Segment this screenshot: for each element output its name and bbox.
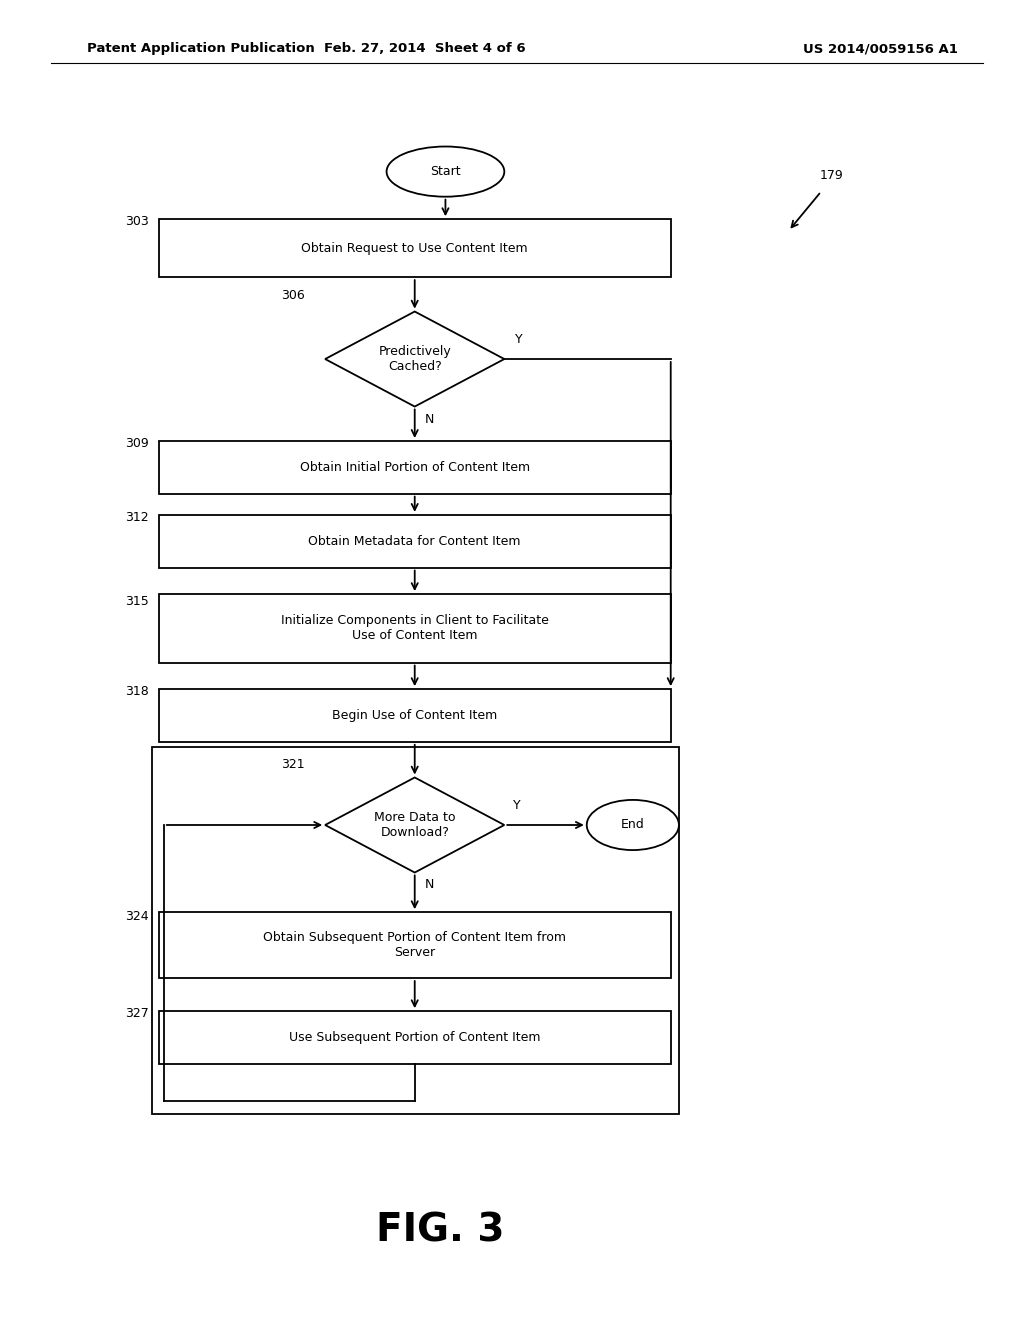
Bar <box>152 747 679 1114</box>
Text: Obtain Subsequent Portion of Content Item from
Server: Obtain Subsequent Portion of Content Ite… <box>263 931 566 960</box>
Bar <box>159 594 671 663</box>
Bar <box>159 441 671 494</box>
Text: 315: 315 <box>125 595 148 609</box>
Text: US 2014/0059156 A1: US 2014/0059156 A1 <box>803 42 958 55</box>
Text: More Data to
Download?: More Data to Download? <box>374 810 456 840</box>
Text: 179: 179 <box>819 169 843 182</box>
Polygon shape <box>326 312 505 407</box>
Text: Use Subsequent Portion of Content Item: Use Subsequent Portion of Content Item <box>289 1031 541 1044</box>
Text: End: End <box>621 818 645 832</box>
Text: Y: Y <box>513 799 520 812</box>
Bar <box>159 515 671 568</box>
Polygon shape <box>326 777 505 873</box>
Text: Obtain Request to Use Content Item: Obtain Request to Use Content Item <box>301 242 528 255</box>
Text: 306: 306 <box>281 289 305 302</box>
Text: Begin Use of Content Item: Begin Use of Content Item <box>332 709 498 722</box>
Text: Initialize Components in Client to Facilitate
Use of Content Item: Initialize Components in Client to Facil… <box>281 614 549 643</box>
Text: Feb. 27, 2014  Sheet 4 of 6: Feb. 27, 2014 Sheet 4 of 6 <box>325 42 525 55</box>
Text: FIG. 3: FIG. 3 <box>376 1212 505 1249</box>
Text: 327: 327 <box>125 1007 148 1020</box>
Text: Start: Start <box>430 165 461 178</box>
Text: N: N <box>425 878 434 891</box>
Text: N: N <box>425 413 434 426</box>
Text: 324: 324 <box>125 909 148 923</box>
Text: Y: Y <box>515 333 522 346</box>
Bar <box>159 219 671 277</box>
Text: Obtain Initial Portion of Content Item: Obtain Initial Portion of Content Item <box>300 461 529 474</box>
Text: Predictively
Cached?: Predictively Cached? <box>378 345 452 374</box>
Bar <box>159 912 671 978</box>
Ellipse shape <box>386 147 504 197</box>
Text: 312: 312 <box>125 511 148 524</box>
Text: 309: 309 <box>125 437 148 450</box>
Text: 318: 318 <box>125 685 148 698</box>
Bar <box>159 1011 671 1064</box>
Text: Patent Application Publication: Patent Application Publication <box>87 42 314 55</box>
Text: 321: 321 <box>281 758 305 771</box>
Bar <box>159 689 671 742</box>
Ellipse shape <box>587 800 679 850</box>
Text: Obtain Metadata for Content Item: Obtain Metadata for Content Item <box>308 535 521 548</box>
Text: 303: 303 <box>125 215 148 228</box>
